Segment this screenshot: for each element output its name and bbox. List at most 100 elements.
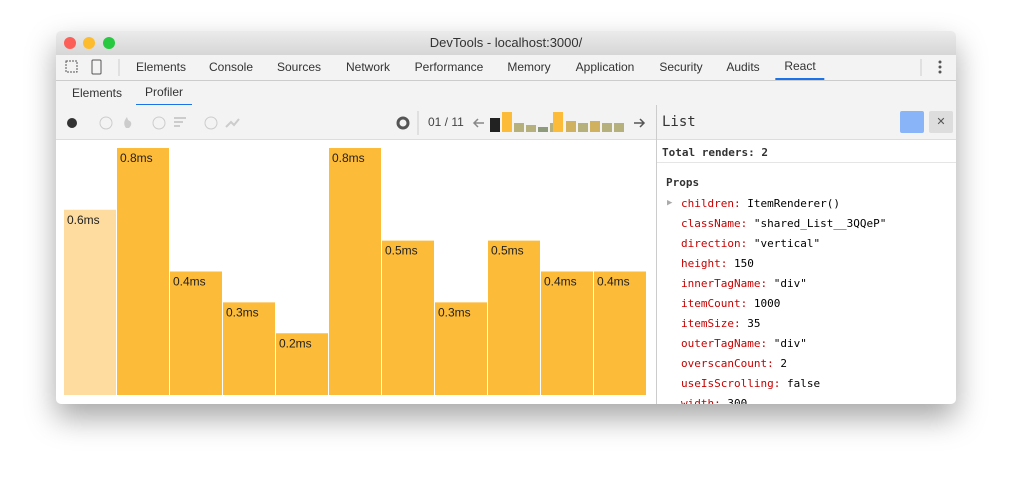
tab[interactable]: Security — [650, 55, 711, 79]
settings-button[interactable] — [398, 118, 408, 128]
prop-key: className: — [681, 217, 747, 230]
bar[interactable] — [382, 241, 434, 395]
commit-counter: 01 / 11 — [428, 115, 464, 129]
prop-value: "div" — [774, 337, 807, 350]
commit-bar[interactable] — [578, 123, 588, 132]
bar-label: 0.8ms — [332, 151, 365, 165]
prop-row: outerTagName: "div" — [681, 337, 807, 350]
bar-label: 0.3ms — [438, 305, 471, 319]
minimize-button[interactable] — [83, 37, 95, 49]
prop-value: "vertical" — [754, 237, 820, 250]
commit-bar[interactable] — [602, 123, 612, 132]
bar-label: 0.4ms — [544, 275, 577, 289]
prop-key: height: — [681, 257, 727, 270]
commit-bar[interactable] — [538, 127, 548, 132]
bar[interactable] — [541, 272, 593, 396]
bar-label: 0.6ms — [67, 213, 100, 227]
sub-tab[interactable]: Elements — [63, 81, 131, 105]
bar[interactable] — [594, 272, 646, 396]
bar[interactable] — [64, 210, 116, 395]
close-button[interactable] — [64, 37, 76, 49]
tab[interactable]: React — [775, 55, 824, 80]
inspect-icon[interactable] — [66, 61, 77, 72]
total-renders-value: 2 — [761, 146, 768, 159]
bar-label: 0.4ms — [597, 275, 630, 289]
commit-bar[interactable] — [526, 125, 536, 132]
tab[interactable]: Audits — [717, 55, 768, 79]
expand-arrow[interactable]: ▶ — [667, 198, 672, 208]
commit-bar[interactable] — [553, 112, 563, 132]
title-bar: DevTools - localhost:3000/ — [56, 31, 956, 55]
commit-bar[interactable] — [490, 118, 500, 132]
prop-key: useIsScrolling: — [681, 377, 780, 390]
commit-bar[interactable] — [590, 121, 600, 132]
record-button[interactable] — [67, 118, 77, 128]
commit-chart: 0.6ms0.8ms0.4ms0.3ms0.2ms0.8ms0.5ms0.3ms… — [56, 140, 656, 404]
menu-icon[interactable] — [939, 66, 942, 69]
bar[interactable] — [170, 272, 222, 396]
prev-commit[interactable] — [474, 119, 484, 127]
device-icon[interactable] — [92, 60, 101, 74]
profiler-pane: 01 / 11 0.6ms0.8ms0.4ms0.3ms0.2ms0.8ms0.… — [56, 105, 657, 404]
prop-row: direction: "vertical" — [681, 237, 820, 250]
ranked-toggle[interactable] — [153, 117, 165, 129]
tab[interactable]: Sources — [268, 55, 330, 79]
interactions-icon[interactable] — [226, 119, 239, 127]
ranked-icon[interactable] — [174, 118, 186, 126]
divider — [657, 162, 956, 163]
prop-row: useIsScrolling: false — [681, 377, 820, 390]
zoom-button[interactable] — [103, 37, 115, 49]
commit-bar[interactable] — [514, 123, 524, 132]
prop-key: children: — [681, 197, 741, 210]
menu-icon[interactable] — [939, 61, 942, 64]
sidebar: List ✕ Total renders: 2 Props ▶ children… — [657, 105, 956, 404]
tab[interactable]: Performance — [406, 55, 493, 79]
prop-key: itemSize: — [681, 317, 741, 330]
prop-value: false — [787, 377, 820, 390]
menu-icon[interactable] — [939, 71, 942, 74]
commit-bar[interactable] — [502, 112, 512, 132]
prop-row: height: 150 — [681, 257, 754, 270]
tab[interactable]: Application — [567, 55, 644, 79]
prop-value: 150 — [734, 257, 754, 270]
prop-row: itemSize: 35 — [681, 317, 760, 330]
prop-key: overscanCount: — [681, 357, 774, 370]
commit-bar[interactable] — [566, 121, 576, 132]
prop-row: width: 300 — [681, 397, 747, 404]
prop-value: "div" — [774, 277, 807, 290]
bar-label: 0.5ms — [491, 244, 524, 258]
bar-label: 0.4ms — [173, 275, 206, 289]
commit-bar[interactable] — [614, 123, 624, 132]
prop-value: 35 — [747, 317, 760, 330]
profiler-toolbar: 01 / 11 — [56, 105, 656, 140]
prop-value: 1000 — [754, 297, 781, 310]
bar[interactable] — [488, 241, 540, 395]
sub-tab[interactable]: Profiler — [136, 81, 192, 106]
prop-value: 300 — [727, 397, 747, 404]
prop-row: itemCount: 1000 — [681, 297, 780, 310]
bar[interactable] — [117, 148, 169, 395]
prop-key: outerTagName: — [681, 337, 767, 350]
chart-button[interactable] — [900, 111, 924, 133]
next-commit[interactable] — [634, 119, 644, 127]
devtools-window: DevTools - localhost:3000/ ElementsConso… — [56, 31, 956, 404]
prop-value: ItemRenderer() — [747, 197, 840, 210]
sidebar-title: List — [662, 114, 696, 130]
prop-key: direction: — [681, 237, 747, 250]
commit-selector[interactable] — [490, 112, 624, 132]
total-renders-label: Total renders: — [662, 146, 755, 159]
tab[interactable]: Memory — [498, 55, 559, 79]
sub-tab-bar: ElementsProfiler — [56, 81, 956, 106]
interactions-toggle[interactable] — [205, 117, 217, 129]
bar-label: 0.2ms — [279, 336, 312, 350]
sidebar-header: List ✕ — [657, 105, 956, 140]
prop-row: children: ItemRenderer() — [681, 197, 840, 210]
tab[interactable]: Network — [337, 55, 399, 79]
close-sidebar[interactable]: ✕ — [929, 111, 953, 133]
bar[interactable] — [329, 148, 381, 395]
flame-icon[interactable] — [124, 117, 131, 128]
tab[interactable]: Console — [200, 55, 262, 79]
reload-button[interactable] — [100, 117, 112, 129]
tab[interactable]: Elements — [127, 55, 195, 79]
